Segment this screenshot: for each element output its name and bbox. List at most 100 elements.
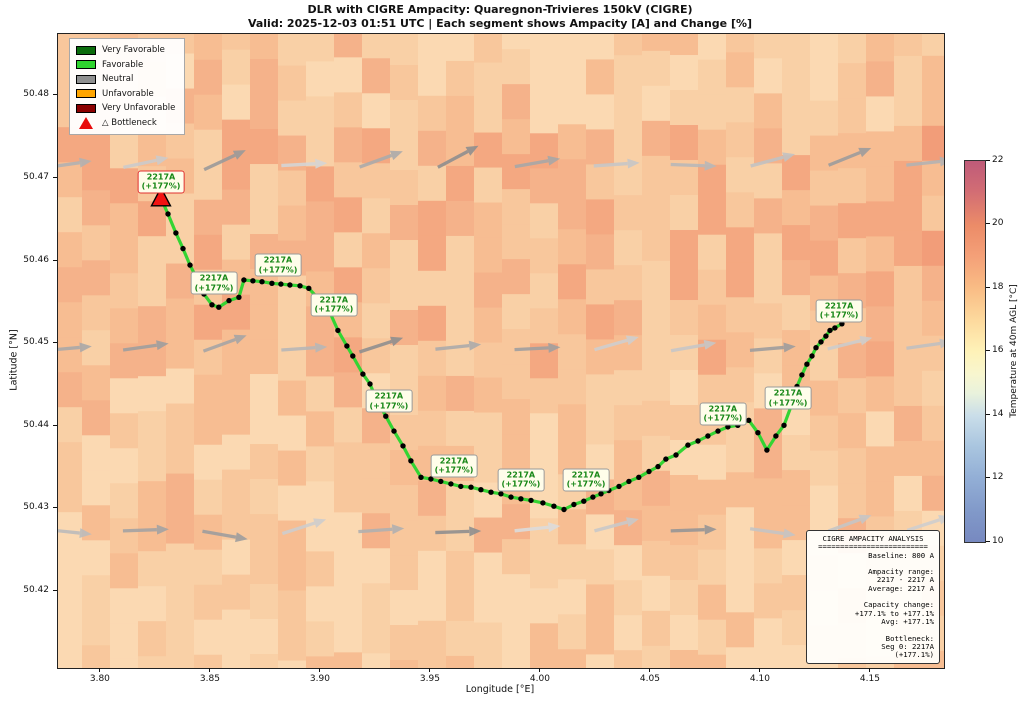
heatmap-cell: [838, 483, 867, 519]
route-point: [809, 353, 815, 359]
wind-arrow-shaft: [827, 517, 861, 533]
heatmap-cell: [194, 94, 223, 131]
heatmap-cell: [418, 410, 447, 447]
heatmap-cell: [390, 240, 419, 276]
y-axis-label: Latitude [°N]: [8, 329, 20, 391]
heatmap-cell: [306, 446, 335, 482]
wind-arrow-head: [938, 515, 944, 525]
segment-change-value: (+177%): [768, 398, 808, 408]
wind-arrow-head: [625, 517, 639, 527]
heatmap-cell: [698, 444, 727, 481]
heatmap-cell: [586, 164, 615, 200]
heatmap-cell: [362, 268, 391, 304]
route-point: [695, 438, 701, 444]
heatmap-cell: [866, 481, 895, 517]
heatmap-cell: [614, 55, 643, 91]
heatmap-cell: [390, 275, 419, 311]
wind-arrow-shaft: [122, 343, 158, 352]
wind-arrow-shaft: [749, 345, 784, 353]
legend-item-label: Very Favorable: [102, 45, 165, 56]
heatmap-cell: [642, 155, 671, 192]
heatmap-cell: [82, 645, 111, 668]
wind-arrow-head: [783, 342, 796, 353]
heatmap-cell: [726, 297, 755, 333]
heatmap-cell: [530, 413, 559, 449]
heatmap-cell: [502, 504, 531, 540]
segment-label-bottleneck: 2217A (+177%): [137, 170, 185, 194]
analysis-line: Avg: +177.1%: [881, 617, 934, 626]
heatmap-cell: [782, 34, 811, 51]
heatmap-cell: [922, 125, 944, 162]
heatmap-cell: [558, 334, 587, 370]
heatmap-cell: [894, 475, 923, 512]
heatmap-cell: [502, 84, 531, 120]
heatmap-cell: [362, 478, 391, 514]
heatmap-cell: [194, 234, 223, 271]
heatmap-cell: [754, 198, 783, 234]
heatmap-cell: [642, 50, 671, 87]
heatmap-cell: [166, 403, 195, 440]
heatmap-cell: [614, 510, 643, 546]
heatmap-cell: [110, 553, 139, 589]
x-tick-mark: [539, 668, 541, 672]
wind-arrow: [827, 147, 872, 167]
heatmap-cell: [922, 300, 944, 337]
wind-arrow-shaft: [906, 518, 941, 532]
heatmap-cell: [558, 194, 587, 230]
heatmap-cell: [278, 625, 307, 662]
heatmap-cell: [614, 615, 643, 651]
route-point: [259, 279, 265, 285]
heatmap-cell: [58, 232, 83, 268]
heatmap-cell: [138, 551, 167, 587]
wind-arrow: [827, 335, 873, 351]
heatmap-cell: [810, 135, 839, 172]
colorbar-tick-mark: [986, 540, 990, 542]
route-point: [418, 474, 424, 480]
heatmap-cell: [698, 304, 727, 341]
route-point: [636, 474, 642, 480]
heatmap-cell: [558, 579, 587, 615]
heatmap-cell: [698, 164, 727, 201]
heatmap-cell: [558, 54, 587, 90]
heatmap-cell: [474, 237, 503, 274]
wind-arrow-head: [939, 156, 944, 167]
x-tick-label: 3.85: [199, 674, 220, 684]
route-point: [804, 361, 810, 367]
heatmap-cell: [278, 555, 307, 592]
heatmap-cell: [530, 553, 559, 589]
wind-arrow-head: [389, 150, 403, 161]
heatmap-cell: [558, 159, 587, 195]
heatmap-cell: [306, 201, 335, 237]
analysis-line: Bottleneck:: [885, 634, 934, 643]
heatmap-cell: [670, 650, 699, 668]
heatmap-cell: [222, 84, 251, 121]
wind-arrow-head: [547, 155, 561, 166]
heatmap-cell: [194, 304, 223, 341]
legend-item-label: Favorable: [102, 59, 144, 70]
heatmap-cell: [782, 260, 811, 296]
wind-arrow-head: [858, 514, 872, 525]
heatmap-cell: [334, 232, 363, 268]
wind-arrow: [670, 524, 717, 535]
route-point: [350, 353, 356, 359]
wind-arrow-head: [315, 158, 328, 169]
wind-arrow-head: [783, 528, 796, 539]
heatmap-cell: [474, 342, 503, 379]
wind-arrow: [749, 342, 796, 353]
heatmap-cell: [194, 479, 223, 516]
heatmap-cell: [586, 619, 615, 655]
heatmap-cell: [670, 370, 699, 406]
heatmap-cell: [838, 98, 867, 134]
heatmap-cell: [446, 165, 475, 202]
heatmap-cell: [642, 365, 671, 402]
heatmap-cell: [530, 378, 559, 414]
heatmap-cell: [58, 162, 83, 198]
heatmap-cell: [250, 479, 279, 515]
wind-arrow-shaft: [435, 529, 470, 535]
route-point: [781, 422, 787, 428]
heatmap-cell: [642, 645, 671, 668]
heatmap-cell: [110, 273, 139, 309]
wind-arrow-shaft: [670, 528, 705, 533]
colorbar-tick-label: 16: [992, 345, 1004, 355]
heatmap-cell: [642, 540, 671, 577]
